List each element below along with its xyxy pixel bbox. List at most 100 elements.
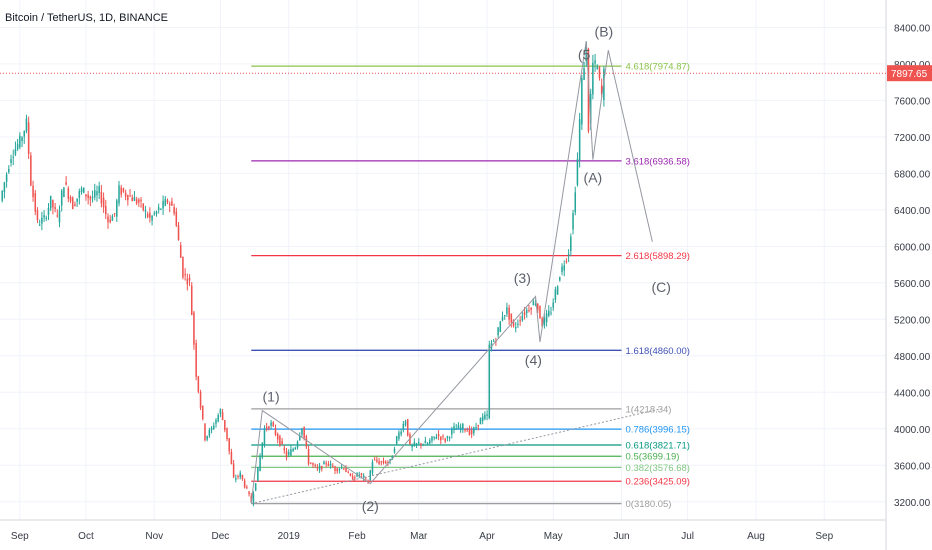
candle-body [343, 468, 345, 470]
fib-level-label: 0.786(3996.15) [626, 425, 690, 436]
candle-body [116, 200, 118, 217]
candle-body [440, 436, 442, 441]
candle-body [34, 192, 37, 212]
x-tick-label: Sep [11, 531, 29, 542]
candle-body [561, 266, 563, 272]
candle-body [347, 471, 350, 473]
x-tick-label: May [544, 531, 563, 542]
candle-body [19, 135, 21, 148]
candle-body [301, 428, 303, 435]
candle-body [525, 309, 528, 314]
candle-body [358, 474, 361, 476]
fib-level-label: 0.618(3821.71) [626, 441, 690, 452]
candle-body [21, 137, 23, 142]
candle-body [349, 473, 352, 476]
candle-body [195, 343, 197, 377]
candle-body [508, 307, 510, 320]
candle-body [589, 93, 592, 124]
candle-body [226, 427, 228, 440]
wave-label: (4) [525, 352, 542, 368]
candle-body [455, 428, 457, 430]
candle-body [69, 196, 72, 202]
candle-body [208, 429, 211, 436]
fib-level-label: 1(4218.34) [626, 404, 672, 415]
candle-body [12, 156, 14, 158]
candle-body [292, 448, 294, 452]
candle-body [124, 192, 127, 197]
candle-body [552, 302, 554, 308]
candle-body [462, 423, 464, 429]
candle-body [10, 159, 12, 163]
candle-body [27, 122, 30, 154]
wave-label: (B) [595, 23, 614, 39]
candle-body [468, 428, 471, 435]
candle-body [594, 60, 596, 64]
candle-body [492, 340, 495, 342]
candle-body [503, 315, 506, 317]
candle-body [146, 213, 149, 218]
y-tick-label: 3600.00 [894, 461, 931, 472]
candle-body [598, 66, 601, 79]
candle-body [592, 62, 594, 95]
candle-body [446, 436, 449, 439]
candle-body [272, 422, 275, 427]
candle-body [257, 466, 259, 482]
candle-body [570, 236, 572, 251]
candle-body [91, 197, 94, 199]
candle-body [327, 464, 330, 466]
candle-body [23, 131, 26, 137]
candle-body [230, 451, 233, 465]
candle-body [378, 461, 380, 464]
candle-body [556, 286, 559, 295]
y-tick-label: 4800.00 [894, 352, 931, 363]
candle-body [426, 443, 429, 445]
candle-body [248, 491, 250, 494]
candle-body [85, 194, 87, 197]
candle-body [360, 473, 363, 476]
candle-body [433, 436, 435, 438]
current-price-badge [887, 65, 932, 82]
candle-body [382, 460, 385, 463]
candle-body [3, 182, 6, 192]
candle-body [369, 470, 372, 481]
fib-level-label: 1.618(4860.00) [626, 346, 690, 357]
candle-body [387, 462, 389, 464]
candle-body [265, 426, 268, 429]
candle-body [93, 190, 96, 198]
candle-body [133, 197, 136, 201]
candle-body [336, 468, 338, 472]
candle-body [54, 207, 56, 209]
candle-body [532, 301, 535, 306]
candle-body [171, 201, 173, 206]
candle-body [413, 442, 416, 447]
fib-level-label: 0(3180.05) [626, 499, 672, 510]
candle-body [182, 256, 184, 278]
candle-body [113, 213, 116, 215]
candle-body [486, 414, 488, 416]
candle-body [395, 436, 398, 444]
candle-body [512, 320, 515, 327]
candle-body [442, 435, 444, 437]
elliott-wave-drawing: (1) (2) (3) (4) (5 (A) (B) (C) [250, 23, 671, 514]
candle-body [232, 463, 235, 478]
x-tick-label: Aug [747, 531, 765, 542]
candle-body [376, 459, 378, 462]
candle-body [274, 428, 277, 435]
candle-body [235, 478, 237, 480]
candle-body [228, 438, 230, 452]
candle-body [16, 144, 19, 149]
x-tick-label: Mar [410, 531, 428, 542]
candle-body [565, 261, 568, 263]
current-price-label: 7897.65 [891, 69, 928, 80]
wave-label: (2) [362, 498, 379, 514]
candle-body [459, 426, 462, 431]
candle-body [325, 463, 327, 465]
candle-body [89, 196, 92, 200]
candle-body [100, 192, 103, 204]
candle-body [420, 443, 422, 446]
candle-body [422, 444, 424, 446]
candle-body [321, 466, 323, 470]
candle-body [318, 465, 321, 471]
candle-body [329, 463, 332, 466]
